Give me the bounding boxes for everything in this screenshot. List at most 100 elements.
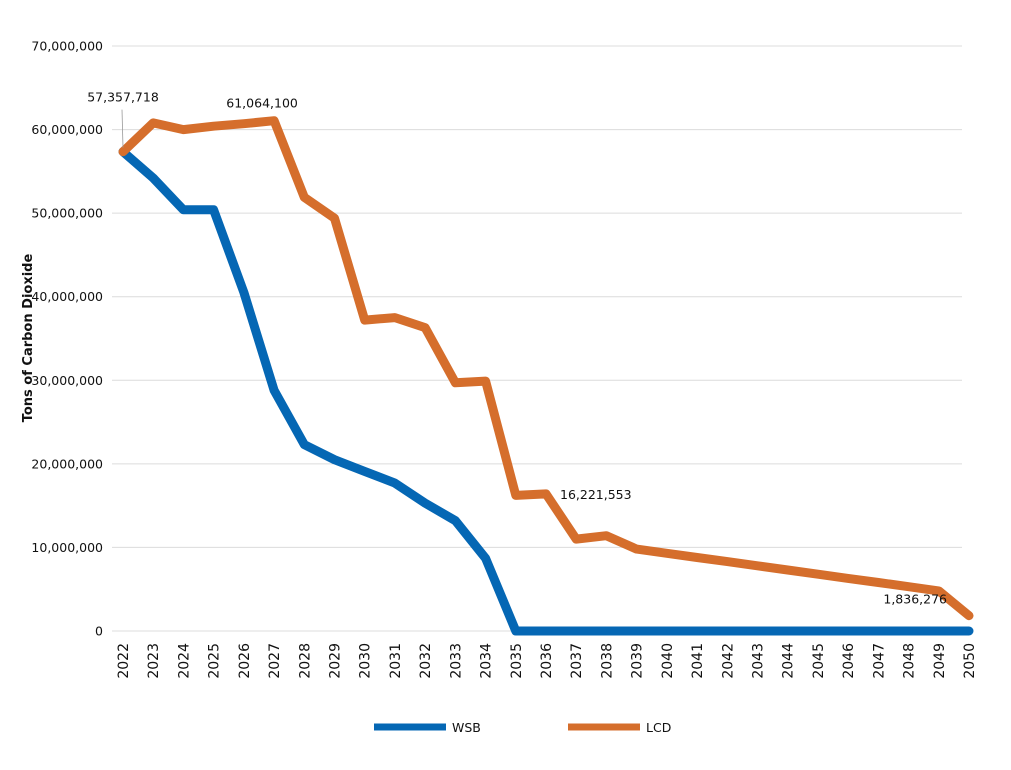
data-point-wsb xyxy=(817,630,819,632)
x-tick-label: 2047 xyxy=(871,643,887,679)
data-point-wsb xyxy=(968,630,970,632)
data-point-wsb xyxy=(273,389,275,391)
data-point-lcd xyxy=(182,129,184,131)
data-point-wsb xyxy=(243,292,245,294)
data-point-wsb xyxy=(454,520,456,522)
y-tick-label: 60,000,000 xyxy=(31,122,103,137)
data-point-lcd xyxy=(122,151,124,153)
x-tick-label: 2048 xyxy=(902,643,918,679)
data-point-wsb xyxy=(938,630,940,632)
legend-label-lcd: LCD xyxy=(646,720,671,735)
data-point-lcd xyxy=(817,573,819,575)
data-point-lcd xyxy=(877,582,879,584)
x-tick-label: 2028 xyxy=(297,643,313,679)
data-point-wsb xyxy=(847,630,849,632)
data-label: 57,357,718 xyxy=(87,90,159,105)
data-point-lcd xyxy=(726,561,728,563)
data-point-lcd xyxy=(757,565,758,567)
data-label-leader xyxy=(121,109,124,148)
data-point-lcd xyxy=(273,120,275,122)
data-point-wsb xyxy=(636,630,638,632)
y-tick-label: 70,000,000 xyxy=(31,39,103,54)
data-labels: 57,357,718 61,064,100 16,221,553 1,836,276 xyxy=(87,90,947,607)
data-point-lcd xyxy=(847,577,849,579)
y-tick-label: 30,000,000 xyxy=(31,373,103,388)
x-tick-label: 2044 xyxy=(781,643,797,679)
data-point-lcd xyxy=(334,217,335,219)
data-point-lcd xyxy=(243,123,245,125)
data-point-wsb xyxy=(303,444,305,446)
data-point-wsb xyxy=(696,630,698,632)
x-tick-label: 2024 xyxy=(176,643,192,679)
x-tick-label: 2036 xyxy=(539,643,555,679)
data-point-wsb xyxy=(757,630,758,632)
data-point-lcd xyxy=(424,327,426,329)
series-lines xyxy=(118,116,974,636)
legend: WSB LCD xyxy=(374,720,671,735)
x-tick-label: 2041 xyxy=(690,643,706,679)
data-point-lcd xyxy=(454,382,456,384)
y-axis-ticks: 0 10,000,000 20,000,000 30,000,000 40,000,00… xyxy=(31,39,103,639)
data-point-lcd xyxy=(515,494,517,496)
data-point-wsb xyxy=(213,209,215,211)
data-point-lcd xyxy=(152,122,154,124)
x-tick-label: 2045 xyxy=(811,643,827,679)
data-point-wsb xyxy=(334,459,335,461)
x-tick-label: 2027 xyxy=(267,643,283,679)
x-tick-label: 2033 xyxy=(448,643,464,679)
x-tick-label: 2022 xyxy=(116,643,132,679)
y-axis-label: Tons of Carbon Dioxide xyxy=(21,254,36,423)
x-tick-label: 2039 xyxy=(630,643,646,679)
x-tick-label: 2030 xyxy=(358,643,374,679)
gridlines xyxy=(112,45,962,632)
data-point-wsb xyxy=(605,630,607,632)
x-tick-label: 2034 xyxy=(479,643,495,679)
data-point-lcd xyxy=(787,569,789,571)
x-tick-label: 2023 xyxy=(146,643,162,679)
data-point-wsb xyxy=(152,177,154,179)
data-point-lcd xyxy=(696,556,698,558)
x-tick-label: 2026 xyxy=(237,643,253,679)
y-tick-label: 20,000,000 xyxy=(31,456,103,471)
data-label: 61,064,100 xyxy=(226,96,298,111)
x-tick-label: 2038 xyxy=(599,643,615,679)
data-point-wsb xyxy=(515,630,517,632)
x-tick-label: 2042 xyxy=(720,643,736,679)
data-point-lcd xyxy=(575,538,577,540)
data-point-lcd xyxy=(666,552,668,554)
data-point-lcd xyxy=(636,548,638,550)
x-tick-label: 2025 xyxy=(207,643,223,679)
data-point-wsb xyxy=(545,630,547,632)
data-point-wsb xyxy=(908,630,910,632)
x-tick-label: 2035 xyxy=(509,643,525,679)
data-point-wsb xyxy=(666,630,668,632)
x-tick-label: 2043 xyxy=(751,643,767,679)
data-point-wsb xyxy=(726,630,728,632)
x-tick-label: 2029 xyxy=(328,643,344,679)
data-point-lcd xyxy=(364,319,366,321)
data-label: 1,836,276 xyxy=(883,592,947,607)
data-point-wsb xyxy=(182,209,184,211)
data-point-lcd xyxy=(394,317,396,319)
x-axis-ticks: 2022 2023 2024 2025 2026 2027 2028 2029 2030 2031… xyxy=(116,643,978,679)
data-point-lcd xyxy=(213,125,215,127)
data-point-lcd xyxy=(485,380,487,382)
y-tick-label: 50,000,000 xyxy=(31,206,103,221)
x-tick-label: 2040 xyxy=(660,643,676,679)
data-point-lcd xyxy=(938,590,940,592)
data-point-wsb xyxy=(787,630,789,632)
data-point-wsb xyxy=(485,557,487,559)
data-point-wsb xyxy=(364,470,366,472)
data-label: 16,221,553 xyxy=(560,487,632,502)
legend-label-wsb: WSB xyxy=(452,720,481,735)
data-point-lcd xyxy=(908,586,910,588)
y-tick-label: 40,000,000 xyxy=(31,289,103,304)
y-tick-label: 10,000,000 xyxy=(31,540,103,555)
data-point-wsb xyxy=(877,630,879,632)
data-point-lcd xyxy=(545,493,547,495)
data-point-lcd xyxy=(968,615,970,617)
series-line-wsb xyxy=(118,147,974,636)
x-tick-label: 2037 xyxy=(569,643,585,679)
x-tick-label: 2032 xyxy=(418,643,434,679)
